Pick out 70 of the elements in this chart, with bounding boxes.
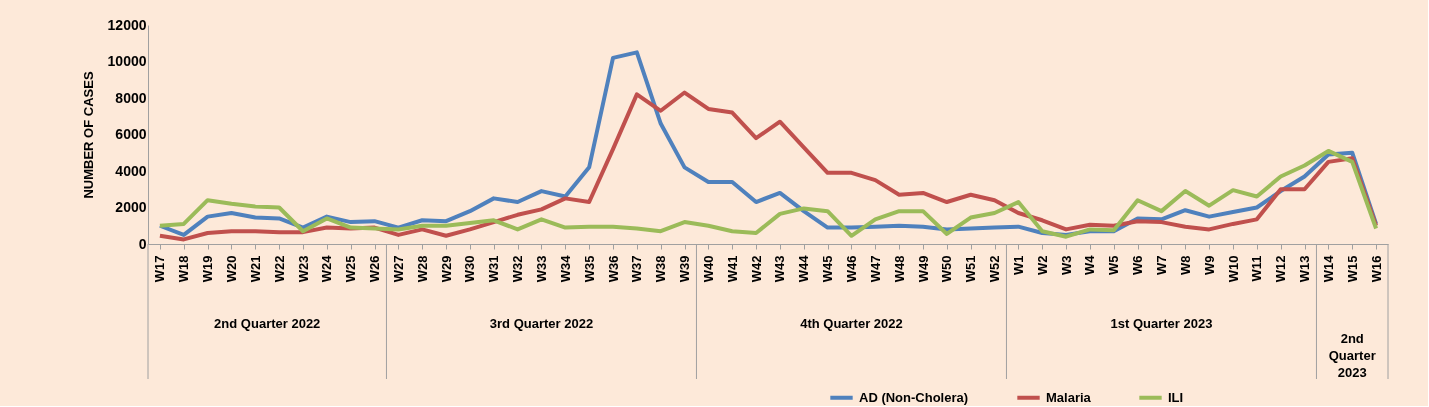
x-tick-label: W36 [605,255,621,283]
x-tick-label: W45 [820,255,836,283]
y-tick-label: 2000 [115,199,147,215]
x-tick-label: W26 [367,255,383,283]
legend-label: AD (Non-Cholera) [859,389,969,405]
x-tick-label: W52 [987,255,1003,283]
x-tick-label: W17 [152,255,168,283]
x-tick-label: W48 [891,255,907,283]
x-tick-label: W40 [700,255,716,283]
x-tick-label: W27 [390,255,406,283]
x-tick-label: W46 [843,255,859,283]
x-tick-label: W22 [271,255,287,283]
x-tick-label: W30 [462,255,478,283]
legend-label: ILI [1168,389,1184,405]
x-tick-label: W39 [677,255,693,283]
x-tick-label: W10 [1225,255,1241,283]
x-tick-label: W18 [176,255,192,283]
x-tick-label: W23 [295,255,311,283]
x-tick-label: W21 [247,255,263,283]
x-tick-label: W42 [748,255,764,283]
text: 1st Quarter 2023 [1110,316,1213,331]
x-tick-label: W14 [1320,254,1336,283]
x-tick-label: W32 [510,255,526,283]
x-tick-label: W28 [414,255,430,283]
x-tick-label: W16 [1368,255,1384,283]
y-tick-label: 6000 [115,126,147,142]
y-tick-label: 10000 [107,53,147,69]
x-tick-label: W31 [486,255,502,283]
x-tick-label: W5 [1106,255,1122,275]
x-tick-label: W43 [772,255,788,283]
y-tick-label: 4000 [115,162,147,179]
x-tick-label: W24 [319,254,335,283]
x-tick-label: W4 [1082,254,1098,275]
x-tick-label: W11 [1249,255,1265,282]
x-tick-label: W35 [581,255,597,283]
x-tick-label: W47 [867,255,883,283]
x-tick-label: W15 [1344,255,1360,283]
text: 3rd Quarter 2022 [489,316,594,331]
x-tick-label: W13 [1297,255,1313,283]
x-tick-label: W38 [653,255,669,283]
legend-label: Malaria [1046,389,1092,405]
x-tick-label: W8 [1177,255,1193,275]
text: 4th Quarter 2022 [800,316,903,331]
text: 2nd Quarter 2022 [214,316,321,331]
x-tick-label: W49 [915,255,931,283]
x-tick-label: W29 [438,255,454,283]
x-tick-label: W19 [200,255,216,283]
x-tick-label: W34 [557,254,573,283]
x-tick-label: W41 [724,255,740,283]
x-tick-label: W25 [343,255,359,283]
text: 2nd Quarter 2023 [1328,331,1376,380]
x-tick-label: W37 [629,255,645,283]
x-tick-label: W1 [1010,255,1026,275]
x-tick-label: W51 [963,255,979,283]
x-tick-label: W3 [1058,255,1074,275]
x-tick-label: W33 [533,255,549,283]
y-tick-label: 0 [138,235,147,252]
x-tick-label: W9 [1201,255,1217,275]
line-series [157,90,1379,242]
x-tick-label: W44 [796,254,812,283]
x-tick-label: W50 [939,255,955,283]
y-tick-label: 8000 [115,89,147,106]
x-tick-label: W7 [1153,255,1169,275]
y-axis-title: NUMBER OF CASES [80,71,96,199]
y-tick-label: 12000 [107,16,147,33]
x-tick-label: W2 [1034,255,1050,275]
x-tick-label: W12 [1273,255,1289,283]
x-tick-label: W6 [1130,255,1146,275]
x-tick-label: W20 [223,255,239,283]
line-series [157,148,1379,239]
